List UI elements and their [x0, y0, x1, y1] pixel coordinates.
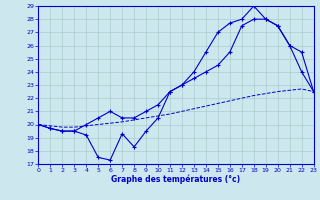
- X-axis label: Graphe des températures (°c): Graphe des températures (°c): [111, 175, 241, 184]
